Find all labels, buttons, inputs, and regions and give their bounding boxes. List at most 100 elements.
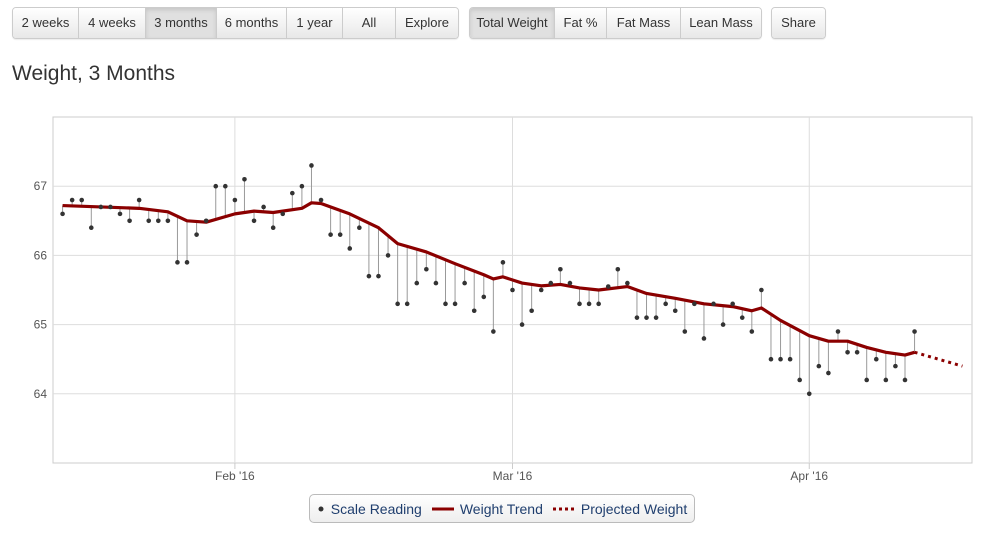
scale-reading-point — [893, 363, 898, 369]
scale-reading-point — [672, 308, 678, 314]
scale-reading-point — [309, 163, 314, 168]
scale-reading-point — [873, 356, 879, 362]
scale-reading-point — [529, 308, 534, 314]
scale-reading-point — [146, 218, 152, 224]
range-all-button[interactable]: All — [343, 8, 396, 38]
scale-reading-point — [864, 377, 869, 383]
x-tick-label: Mar '16 — [493, 469, 533, 483]
x-tick-label: Feb '16 — [215, 469, 255, 483]
scale-reading-point — [223, 183, 228, 189]
scale-reading-point — [203, 218, 209, 224]
scale-reading-point — [912, 329, 917, 334]
scale-reading-point — [663, 301, 668, 307]
projected-weight-line — [914, 350, 963, 368]
scale-reading-point — [414, 280, 420, 286]
scale-reading-point — [424, 266, 429, 272]
scale-reading-point — [88, 225, 94, 231]
legend-item-projected-weight[interactable]: Projected Weight — [552, 500, 688, 517]
scale-reading-point — [720, 322, 726, 327]
scale-reading-point — [318, 197, 324, 203]
scale-reading-point — [567, 280, 573, 286]
scale-reading-point — [156, 218, 161, 224]
range-4-weeks-button[interactable]: 4 weeks — [79, 8, 146, 38]
scale-reading-point — [653, 315, 659, 320]
scale-reading-point — [385, 253, 391, 258]
scale-reading-point — [500, 260, 506, 265]
scale-reading-point — [682, 329, 688, 334]
scale-reading-point — [510, 287, 515, 293]
legend-item-weight-trend[interactable]: Weight Trend — [431, 500, 543, 517]
range-2-weeks-button[interactable]: 2 weeks — [13, 8, 79, 38]
legend-label: Scale Reading — [330, 500, 422, 517]
solid-line-icon — [431, 507, 454, 510]
range-3-months-button[interactable]: 3 months — [146, 8, 217, 38]
scale-reading-point — [60, 211, 65, 217]
scale-reading-point — [462, 280, 467, 286]
scale-reading-point — [797, 377, 802, 383]
scale-reading-point — [491, 329, 496, 334]
chart-title: Weight, 3 Months — [12, 62, 176, 85]
explore-button[interactable]: Explore — [396, 8, 458, 38]
scale-reading-point — [845, 349, 850, 355]
scale-reading-point — [739, 315, 745, 320]
legend-label: Projected Weight — [580, 500, 688, 517]
metric-total-weight-button[interactable]: Total Weight — [470, 8, 555, 38]
scale-reading-point — [337, 232, 343, 237]
scale-reading-point — [69, 197, 75, 203]
scale-reading-point — [395, 301, 400, 307]
scale-reading-point — [108, 204, 113, 210]
scale-reading-point — [644, 315, 649, 320]
scale-reading-point — [242, 176, 247, 182]
scale-reading-point — [596, 301, 601, 307]
share-group: Share — [771, 7, 826, 39]
scale-reading-point — [471, 308, 477, 314]
scale-reading-point — [261, 204, 266, 210]
scale-reading-point — [634, 315, 640, 320]
scale-reading-point — [558, 266, 563, 272]
scale-reading-point — [692, 301, 697, 307]
scale-reading-point — [127, 218, 132, 224]
scale-reading-point — [270, 225, 276, 231]
scale-reading-point — [749, 329, 755, 334]
scale-reading-point — [586, 301, 592, 307]
scale-reading-point — [404, 301, 410, 307]
weight-trend-line — [62, 201, 916, 357]
range-1-year-button[interactable]: 1 year — [287, 8, 343, 38]
scale-reading-point — [366, 273, 372, 279]
share-button[interactable]: Share — [772, 8, 825, 38]
metric-fat-mass-button[interactable]: Fat Mass — [607, 8, 681, 38]
scale-reading-point — [883, 377, 889, 383]
scale-reading-point — [357, 225, 362, 231]
scale-reading-point — [232, 197, 238, 203]
scale-reading-point — [701, 336, 707, 341]
legend-label: Weight Trend — [459, 500, 543, 517]
metric-lean-mass-button[interactable]: Lean Mass — [681, 8, 761, 38]
metric-fat-percent-button[interactable]: Fat % — [555, 8, 607, 38]
scale-reading-point — [79, 197, 85, 203]
range-6-months-button[interactable]: 6 months — [217, 8, 287, 38]
scale-reading-point — [730, 301, 735, 307]
scale-reading-point — [117, 211, 123, 217]
metric-button-group: Total Weight Fat % Fat Mass Lean Mass — [469, 7, 762, 39]
legend-item-scale-reading[interactable]: Scale Reading — [317, 501, 422, 517]
scale-reading-point — [778, 356, 783, 362]
scale-reading-point — [376, 273, 381, 279]
scale-reading-point — [165, 218, 171, 224]
scale-reading-point — [194, 232, 199, 237]
scale-reading-point — [184, 260, 190, 265]
y-tick-label: 65 — [34, 318, 48, 332]
scale-reading-point — [280, 211, 286, 217]
scale-reading-point — [251, 218, 257, 224]
scale-reading-point — [538, 287, 544, 293]
scale-reading-point — [175, 260, 180, 265]
scale-reading-point — [443, 301, 448, 307]
scale-reading-point — [299, 183, 305, 189]
scale-reading-point — [136, 197, 142, 203]
scale-reading-point — [452, 301, 458, 307]
scale-reading-point — [625, 280, 630, 286]
scale-reading-point — [759, 287, 764, 293]
scale-reading-point — [481, 294, 487, 300]
scale-reading-point — [433, 280, 439, 286]
dotted-line-icon — [552, 507, 575, 510]
